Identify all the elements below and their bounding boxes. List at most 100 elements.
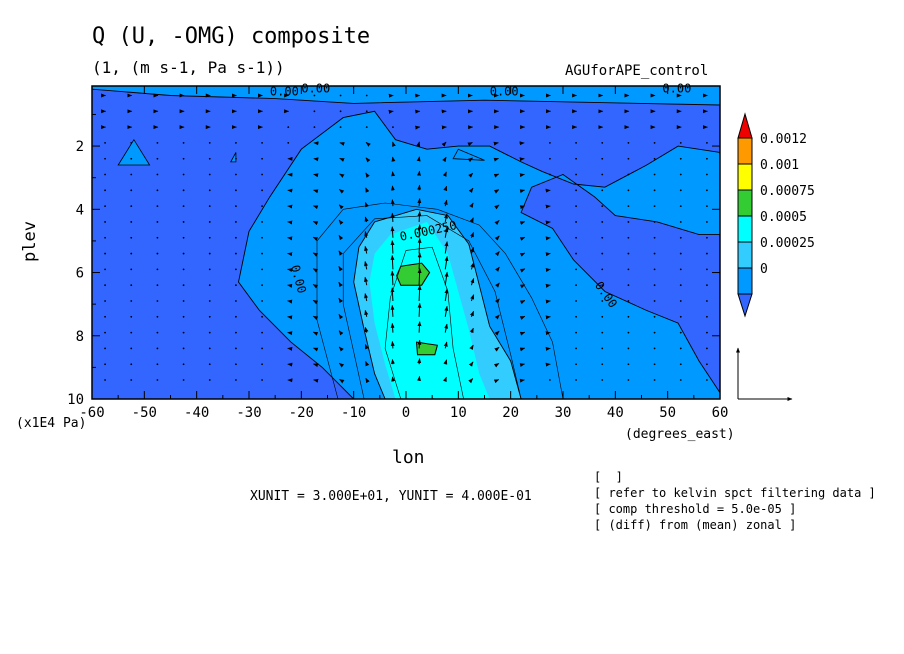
vector-arrow (494, 204, 500, 210)
vector-arrow (208, 347, 211, 350)
vector-arrow (182, 142, 185, 144)
contour-line (353, 208, 522, 399)
vector-arrow (235, 300, 237, 302)
vector-arrow (339, 126, 342, 129)
vector-arrow (575, 300, 577, 302)
fill-level-0 (117, 138, 151, 166)
vector-arrow (601, 205, 604, 208)
vector-arrow (104, 315, 106, 318)
figure-subtitle: (1, (m s-1, Pa s-1)) (92, 58, 285, 77)
vector-arrow (182, 205, 185, 208)
vector-arrow (601, 379, 604, 381)
vector-arrow (104, 379, 106, 381)
vector-arrow (706, 189, 708, 192)
colorbar: 0.0012 0.001 0.00075 0.0005 0.00025 0 (737, 112, 815, 318)
vector-arrow (130, 236, 133, 239)
vector-arrow (156, 331, 159, 334)
vector-arrow (575, 347, 577, 350)
vector-arrow (130, 363, 133, 366)
vector-arrow (706, 331, 708, 334)
y-tick-label: 8 (76, 329, 84, 345)
vector-arrow (679, 157, 682, 160)
contour-label: 0.00 (490, 84, 519, 98)
y-axis-unit: (x1E4 Pa) (16, 416, 87, 431)
vector-arrow (468, 172, 474, 178)
vector-arrow (390, 270, 395, 286)
vector-arrow (130, 221, 133, 223)
vector-arrow (679, 142, 682, 144)
contour-line (316, 202, 564, 399)
vector-arrow (338, 330, 344, 336)
vector-arrow (495, 282, 500, 288)
x-axis-label: lon (392, 447, 425, 468)
vector-arrow (313, 94, 316, 97)
vector-arrow (549, 173, 551, 176)
vector-arrow (338, 266, 343, 272)
vector-arrow (601, 221, 604, 223)
vector-arrow (679, 347, 682, 350)
vector-arrow (261, 236, 263, 239)
vector-arrow (469, 217, 474, 223)
vector-arrow (261, 221, 263, 223)
vector-arrow (575, 331, 577, 334)
colorbar-label: 0.0012 (760, 132, 807, 147)
vector-arrow (575, 173, 577, 176)
vector-arrow (104, 236, 106, 239)
vector-arrow (627, 157, 630, 160)
vector-arrow (364, 261, 368, 270)
vector-arrow (208, 189, 211, 192)
vector-arrow (679, 173, 682, 176)
x-tick-label: 20 (502, 405, 519, 421)
vector-arrow (706, 300, 708, 302)
vector-arrow (261, 379, 263, 381)
vector-arrow (493, 189, 500, 194)
vector-arrow (156, 268, 159, 271)
x-axis: -60 -50 -40 -30 -20 -10 0 10 20 30 40 50 60 (79, 86, 728, 421)
vector-arrow (417, 211, 422, 222)
vector-arrow (261, 331, 263, 334)
vector-arrow (519, 284, 526, 289)
vector-arrow (706, 221, 708, 223)
x-tick-label: 50 (659, 405, 676, 421)
vector-arrow (706, 205, 708, 208)
contour-fills (92, 86, 720, 399)
vector-arrow (494, 298, 500, 304)
vector-arrow (706, 268, 708, 271)
colorbar-label: 0.0005 (760, 210, 807, 225)
colorbar-arrow-top (737, 112, 753, 139)
colorbar-swatch (737, 215, 753, 243)
vector-arrow (494, 314, 500, 320)
vector-arrow (104, 268, 106, 271)
vector-arrow (679, 363, 682, 366)
vector-arrow (575, 252, 577, 255)
vector-arrow (444, 227, 449, 238)
vector-arrow (653, 236, 656, 239)
note-line: [ (diff) from (mean) zonal ] (594, 518, 797, 532)
vector-arrow (312, 236, 319, 241)
colorbar-swatch (737, 241, 753, 269)
vector-arrow (156, 347, 159, 350)
vector-arrow (130, 142, 133, 144)
vector-arrow (235, 236, 237, 239)
vector-arrow (653, 315, 656, 318)
vector-arrow (338, 362, 345, 368)
vector-arrow (653, 252, 656, 255)
vector-arrow (182, 173, 185, 176)
vector-arrow (627, 173, 630, 176)
vector-arrow (208, 205, 211, 208)
vector-arrow (338, 313, 344, 320)
vector-arrow (444, 305, 449, 317)
x-tick-label: 30 (555, 405, 572, 421)
y-tick-label: 10 (67, 392, 84, 408)
vector-arrow (469, 232, 474, 238)
colorbar-swatch (737, 137, 753, 165)
vector-arrow (235, 252, 237, 255)
vector-arrow (601, 300, 604, 302)
vector-arrow (130, 315, 133, 318)
vector-arrow (235, 347, 237, 350)
vector-arrow (468, 361, 474, 367)
vector-arrow (104, 173, 106, 176)
vector-arrow (417, 268, 422, 286)
vector-arrow (601, 315, 604, 318)
